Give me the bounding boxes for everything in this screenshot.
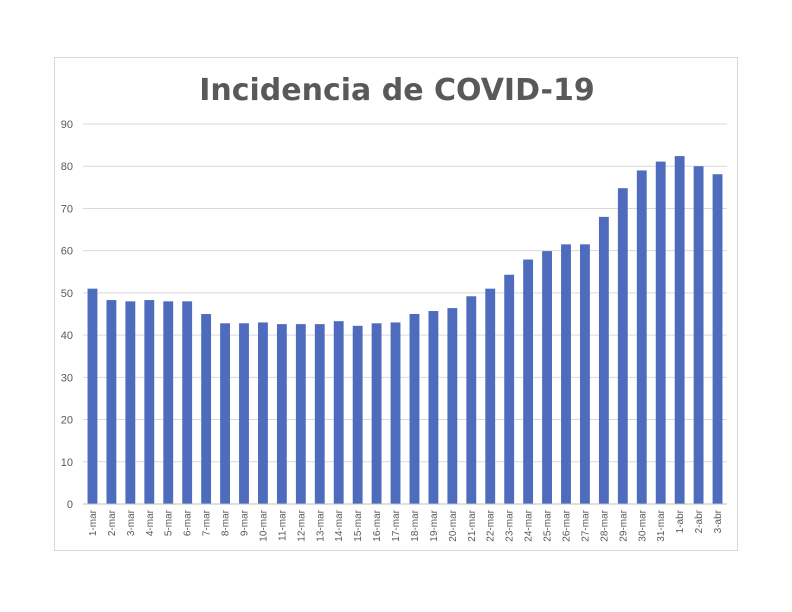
x-tick-label: 14-mar <box>334 509 345 541</box>
y-tick-label: 20 <box>61 415 73 427</box>
y-tick-label: 60 <box>61 246 73 258</box>
x-tick-label: 30-mar <box>637 509 648 541</box>
bar-17-mar <box>390 322 401 504</box>
bar-4-mar <box>144 300 155 504</box>
x-tick-label: 21-mar <box>467 509 478 541</box>
bar-5-mar <box>163 301 174 504</box>
gridlines <box>83 123 727 463</box>
bar-2-abr <box>693 166 704 504</box>
x-tick-label: 4-mar <box>145 509 156 536</box>
x-tick-label: 16-mar <box>372 509 383 541</box>
y-tick-label: 30 <box>61 372 73 384</box>
x-tick-label: 17-mar <box>391 509 402 541</box>
bar-3-abr <box>712 174 723 504</box>
bar-28-mar <box>598 216 609 504</box>
bar-18-mar <box>409 314 420 504</box>
bar-13-mar <box>314 324 325 504</box>
bar-19-mar <box>428 311 439 504</box>
x-tick-label: 1-mar <box>88 509 99 536</box>
bars <box>87 156 723 505</box>
y-tick-label: 70 <box>61 203 73 215</box>
y-tick-label: 40 <box>61 330 73 342</box>
chart-area: Incidencia de COVID-19 0 10 20 30 40 50 60 70 80… <box>54 57 738 551</box>
chart-title: Incidencia de COVID-19 <box>199 73 595 108</box>
x-tick-label: 29-mar <box>618 509 629 541</box>
bar-31-mar <box>655 161 666 505</box>
x-tick-label: 31-mar <box>656 509 667 541</box>
bar-16-mar <box>371 323 382 504</box>
y-tick-label: 50 <box>61 288 73 300</box>
x-tick-label: 5-mar <box>164 509 175 536</box>
bar-22-mar <box>485 288 496 504</box>
x-axis-ticks: 1-mar 2-mar 3-mar 4-mar 5-mar 6-mar 7-mar 8-mar… <box>88 509 724 541</box>
bar-10-mar <box>258 322 268 504</box>
x-tick-label: 18-mar <box>410 509 421 541</box>
bar-11-mar <box>276 324 287 504</box>
bar-26-mar <box>561 244 571 505</box>
x-tick-label: 8-mar <box>221 509 232 536</box>
bar-14-mar <box>333 321 344 504</box>
bar-15-mar <box>352 325 363 504</box>
bar-1-abr <box>674 156 685 504</box>
bar-1-mar <box>87 288 98 504</box>
bar-9-mar <box>239 323 249 504</box>
x-tick-label: 1-abr <box>675 509 686 533</box>
x-tick-label: 2-mar <box>107 509 118 536</box>
bar-chart: Incidencia de COVID-19 0 10 20 30 40 50 60 70 80… <box>61 73 727 542</box>
y-tick-label: 90 <box>61 119 73 131</box>
bar-3-mar <box>125 301 136 504</box>
bar-25-mar <box>542 251 552 504</box>
y-axis-ticks: 0 10 20 30 40 50 60 70 80 90 <box>61 119 73 511</box>
bar-30-mar <box>636 170 647 504</box>
x-tick-label: 22-mar <box>486 509 497 541</box>
x-tick-label: 26-mar <box>562 509 573 541</box>
bar-8-mar <box>220 323 230 504</box>
x-tick-label: 25-mar <box>543 509 554 541</box>
x-tick-label: 6-mar <box>183 509 194 536</box>
bar-7-mar <box>201 314 212 504</box>
x-tick-label: 10-mar <box>258 509 269 541</box>
x-tick-label: 24-mar <box>524 509 535 541</box>
bar-20-mar <box>447 308 458 504</box>
x-tick-label: 13-mar <box>315 509 326 541</box>
x-tick-label: 7-mar <box>202 509 213 536</box>
x-tick-label: 27-mar <box>580 509 591 541</box>
x-tick-label: 3-abr <box>713 509 724 533</box>
x-tick-label: 28-mar <box>599 509 610 541</box>
x-tick-label: 23-mar <box>505 509 516 541</box>
y-tick-label: 10 <box>61 457 73 469</box>
bar-29-mar <box>617 188 628 504</box>
x-tick-label: 3-mar <box>126 509 137 536</box>
bar-27-mar <box>580 244 590 505</box>
x-tick-label: 2-abr <box>694 509 705 533</box>
bar-23-mar <box>504 274 515 504</box>
bar-24-mar <box>523 259 534 504</box>
bar-2-mar <box>106 300 117 504</box>
y-tick-label: 80 <box>61 161 73 173</box>
bar-12-mar <box>295 324 306 504</box>
x-tick-label: 9-mar <box>240 509 251 536</box>
y-tick-label: 0 <box>67 499 73 511</box>
x-tick-label: 15-mar <box>353 509 364 541</box>
x-tick-label: 20-mar <box>448 509 459 541</box>
bar-21-mar <box>466 296 477 504</box>
x-tick-label: 12-mar <box>296 509 307 541</box>
x-tick-label: 11-mar <box>277 509 288 541</box>
bar-6-mar <box>182 301 193 504</box>
x-tick-label: 19-mar <box>429 509 440 541</box>
